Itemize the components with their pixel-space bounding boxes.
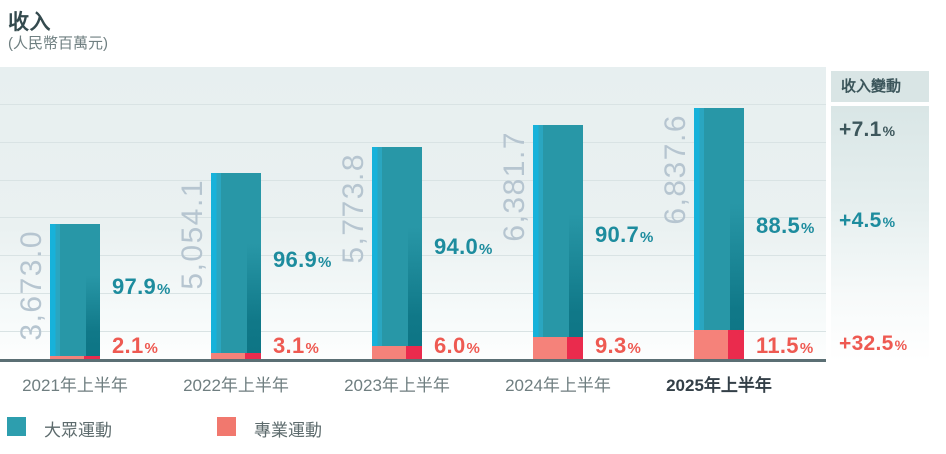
plot-area: 3,673.0 97.9% 2.1% 5,054.1 96.9% 3.1% 5,773.8 9… <box>0 67 826 359</box>
percent-sign: % <box>882 123 896 139</box>
mass-sports-swatch-icon <box>7 417 26 436</box>
legend-label-mass-sports: 大眾運動 <box>44 421 112 440</box>
percent-sign: % <box>157 281 171 298</box>
percent-sign: % <box>799 340 814 357</box>
bar-segment-pro-sports <box>533 337 583 359</box>
pro-sports-swatch-icon <box>217 417 236 436</box>
x-axis-label-2023年上半年: 2023年上半年 <box>344 376 450 395</box>
pro-sports-share-label: 2.1% <box>112 332 158 360</box>
bar-2024年上半年 <box>533 125 583 359</box>
bar-segment-pro-sports <box>211 353 261 359</box>
pro-sports-share-label-number: 9.3 <box>595 333 627 358</box>
pro-sports-share-label-number: 6.0 <box>434 333 466 358</box>
bar-2022年上半年 <box>211 173 261 359</box>
total-value-label: 5,054.1 <box>176 179 209 290</box>
x-axis-label-2024年上半年: 2024年上半年 <box>505 376 611 395</box>
pro-sports-share-label: 6.0% <box>434 332 480 360</box>
percent-sign: % <box>479 241 493 258</box>
total-value-label: 3,673.0 <box>15 230 48 341</box>
x-axis-line <box>0 359 826 362</box>
x-axis-label-2022年上半年: 2022年上半年 <box>183 376 289 395</box>
bar-2021年上半年 <box>50 224 100 359</box>
mass-sports-share-label-number: 90.7 <box>595 222 640 247</box>
mass-sports-share-label-number: 88.5 <box>756 213 801 238</box>
pro-sports-share-label-number: 2.1 <box>112 333 144 358</box>
pro-sports-share-label-number: 11.5 <box>756 333 799 358</box>
bar-segment-pro-sports <box>694 330 744 359</box>
page-subtitle: (人民幣百萬元) <box>8 35 108 52</box>
pro-sports-share-label: 9.3% <box>595 332 641 360</box>
pro-sports-share-label: 3.1% <box>273 332 319 360</box>
legend-label-pro-sports: 專業運動 <box>254 421 322 440</box>
total-value-label: 6,837.6 <box>659 114 692 225</box>
mass-sports-change-value: +4.5% <box>839 207 895 235</box>
percent-sign: % <box>466 340 480 357</box>
mass-sports-share-label: 90.7% <box>595 221 653 249</box>
bar-segment-pro-sports <box>50 356 100 359</box>
mass-sports-share-label: 97.9% <box>112 273 170 301</box>
bar-2025年上半年 <box>694 108 744 359</box>
x-axis-label-2021年上半年: 2021年上半年 <box>22 376 128 395</box>
gridline <box>0 142 826 143</box>
percent-sign: % <box>801 220 815 237</box>
mass-sports-share-label-number: 94.0 <box>434 234 479 259</box>
bar-segment-pro-sports <box>372 346 422 359</box>
total-value-label: 5,773.8 <box>337 153 370 264</box>
change-panel-header: 收入變動 <box>831 71 929 102</box>
total-change-value: +7.1% <box>839 116 895 144</box>
mass-change-number: +4.5 <box>839 209 882 232</box>
pro-sports-change-value: +32.5% <box>839 330 907 358</box>
x-axis-label-2025年上半年: 2025年上半年 <box>666 376 772 395</box>
percent-sign: % <box>305 340 319 357</box>
percent-sign: % <box>882 214 896 230</box>
percent-sign: % <box>627 340 641 357</box>
percent-sign: % <box>894 337 908 353</box>
mass-sports-share-label: 94.0% <box>434 233 492 261</box>
pro-sports-share-label: 11.5% <box>756 332 813 360</box>
bar-2023年上半年 <box>372 147 422 359</box>
mass-sports-share-label-number: 97.9 <box>112 274 157 299</box>
change-panel-body: +7.1% +4.5% +32.5% <box>831 106 929 362</box>
percent-sign: % <box>318 254 332 271</box>
total-value-label: 6,381.7 <box>498 131 531 242</box>
percent-sign: % <box>144 340 158 357</box>
page-title: 收入 <box>8 11 51 34</box>
gridline <box>0 104 826 105</box>
pro-sports-share-label-number: 3.1 <box>273 333 305 358</box>
mass-sports-share-label: 88.5% <box>756 212 814 240</box>
pro-change-number: +32.5 <box>839 332 894 355</box>
mass-sports-share-label: 96.9% <box>273 246 331 274</box>
total-change-number: +7.1 <box>839 118 882 141</box>
legend: 大眾運動 專業運動 <box>0 414 946 444</box>
percent-sign: % <box>640 229 654 246</box>
mass-sports-share-label-number: 96.9 <box>273 247 318 272</box>
